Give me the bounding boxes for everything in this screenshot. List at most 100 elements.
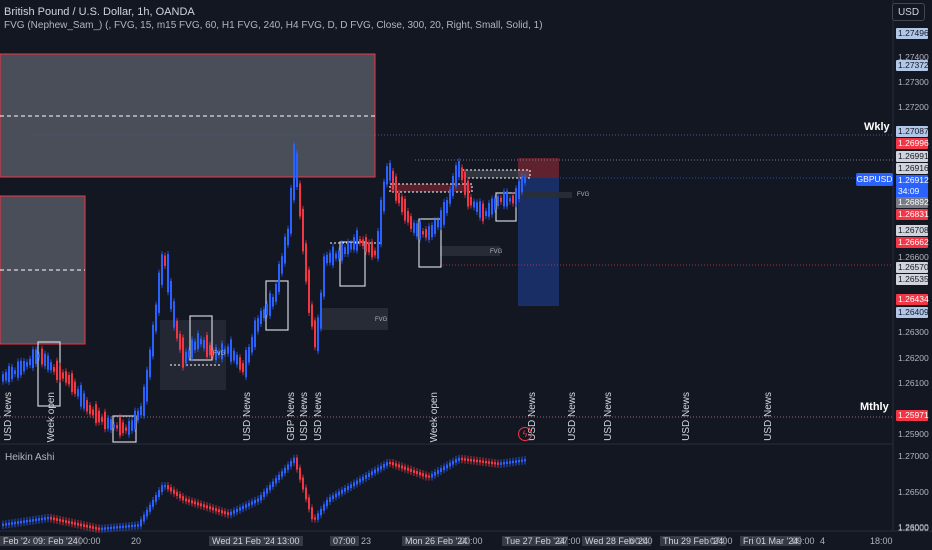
time-tick: 18:00 <box>870 536 893 546</box>
candle <box>140 406 142 416</box>
ha-candle <box>65 520 67 523</box>
candle <box>386 166 388 185</box>
ha-candle <box>284 467 286 474</box>
ha-candle <box>38 518 40 521</box>
candle <box>338 250 340 259</box>
candle <box>62 372 64 379</box>
lower-pane-label[interactable]: Heikin Ashi <box>5 452 55 463</box>
candle <box>149 349 151 378</box>
ha-candle <box>335 493 337 498</box>
ha-candle <box>452 460 454 465</box>
ha-candle <box>227 512 229 516</box>
time-tick: 23 <box>361 536 372 546</box>
candle <box>233 350 235 361</box>
candle <box>254 320 256 348</box>
candle <box>458 161 460 178</box>
event-label: USD News <box>681 392 692 441</box>
candle <box>314 320 316 348</box>
candle <box>191 339 193 359</box>
take-profit-zone <box>518 178 559 306</box>
price-tag: 1.26892 <box>896 197 929 208</box>
candle <box>302 208 304 252</box>
time-tick: 4 <box>820 536 826 546</box>
ha-candle <box>59 518 61 522</box>
ha-candle <box>464 458 466 461</box>
ha-candle <box>197 502 199 506</box>
candle <box>89 405 91 415</box>
candle <box>116 425 118 429</box>
candle <box>20 360 22 376</box>
candle <box>77 388 79 397</box>
ha-candle <box>128 525 130 528</box>
bar-countdown: 34:09 <box>896 186 928 197</box>
ha-candle <box>296 457 298 470</box>
candle <box>248 346 250 363</box>
candle <box>335 253 337 259</box>
candle <box>419 221 421 240</box>
ha-candle <box>236 508 238 513</box>
ha-candle <box>323 504 325 511</box>
price-tag: 1.26535 <box>896 274 929 285</box>
ha-candle <box>176 491 178 496</box>
ha-candle <box>410 468 412 472</box>
ha-candle <box>200 503 202 507</box>
indicator-legend[interactable]: FVG (Nephew_Sam_) (, FVG, 15, m15 FVG, 6… <box>4 20 543 31</box>
monthly-level-label: Mthly <box>860 401 889 413</box>
fvg-label: FVG <box>213 351 226 357</box>
ha-candle <box>218 509 220 513</box>
candle <box>86 400 88 412</box>
candle <box>476 202 478 212</box>
candle <box>518 181 520 199</box>
ha-candle <box>482 460 484 463</box>
candle <box>455 165 457 187</box>
fvg-box <box>389 183 473 193</box>
candle <box>401 196 403 213</box>
candle <box>68 374 70 385</box>
event-label: USD News <box>603 392 614 441</box>
ha-candle <box>146 509 148 517</box>
ha-candle <box>353 482 355 487</box>
price-tag: 1.26991 <box>896 151 929 162</box>
ha-candle <box>275 478 277 484</box>
candle <box>23 360 25 372</box>
candle <box>281 256 283 274</box>
candle <box>179 333 181 350</box>
price-tick: 1.26500 <box>898 487 929 497</box>
candle <box>350 242 352 250</box>
price-tag: 1.26708 <box>896 225 929 236</box>
candle <box>482 203 484 222</box>
ha-candle <box>98 527 100 530</box>
ha-candle <box>107 527 109 530</box>
time-tick: Tue 27 Feb '24 <box>502 536 568 546</box>
candle <box>251 336 253 353</box>
candle <box>332 246 334 266</box>
ha-candle <box>263 491 265 498</box>
candle <box>485 210 487 217</box>
candle <box>467 180 469 207</box>
candle <box>14 370 16 375</box>
candle <box>521 176 523 193</box>
ha-candle <box>119 525 121 529</box>
candle <box>32 349 34 368</box>
ha-candle <box>116 526 118 529</box>
candle <box>173 301 175 328</box>
ha-candle <box>29 519 31 523</box>
candle <box>239 357 241 370</box>
currency-button[interactable]: USD <box>892 3 925 21</box>
time-tick: 20 <box>131 536 142 546</box>
candle <box>287 228 289 246</box>
ha-candle <box>431 473 433 478</box>
candle <box>431 224 433 238</box>
ha-candle <box>8 522 10 526</box>
candle <box>383 181 385 212</box>
time-tick: Mon 26 Feb '24 <box>402 536 471 546</box>
lightning-icon[interactable]: ϟ <box>518 427 532 441</box>
ha-candle <box>56 518 58 521</box>
price-tick: 1.26200 <box>898 353 929 363</box>
candle <box>440 210 442 228</box>
ha-candle <box>380 465 382 470</box>
ha-candle <box>254 499 256 504</box>
candle <box>296 152 298 188</box>
candle <box>134 410 136 430</box>
